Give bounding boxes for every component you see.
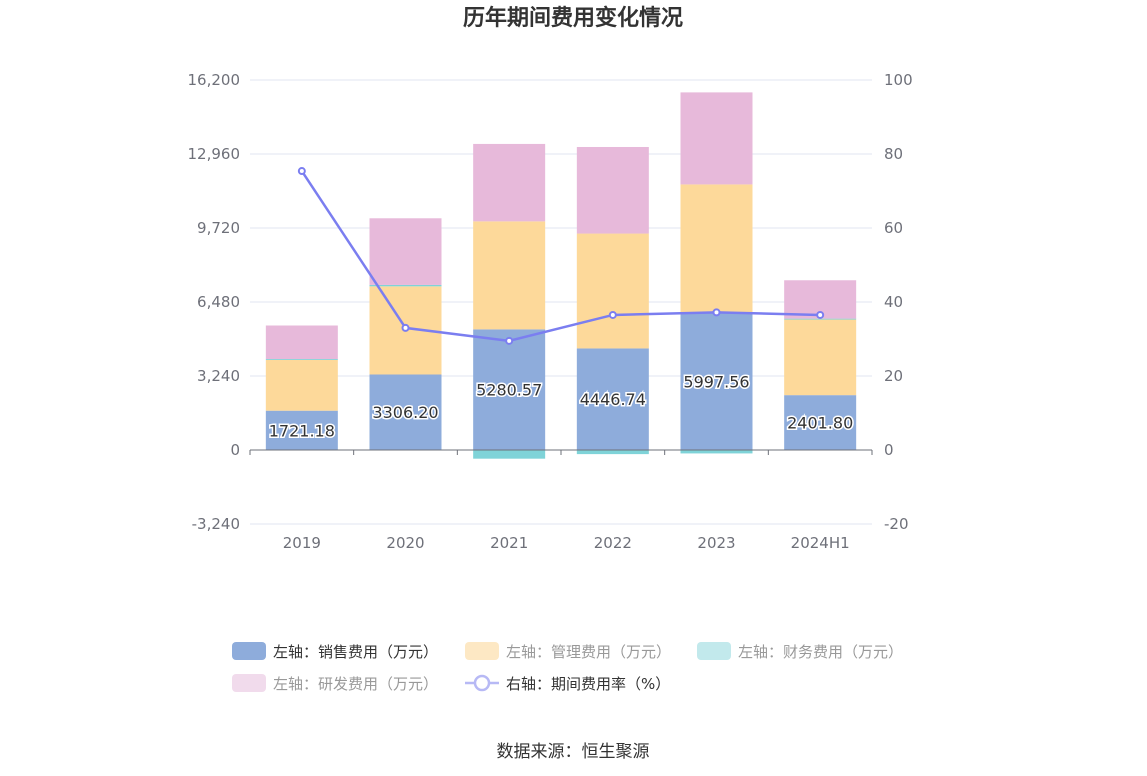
bar-1-2022[interactable] <box>576 233 649 349</box>
rate-point-2024H1[interactable] <box>816 310 825 319</box>
data-label: 5997.56 <box>683 373 749 392</box>
y-right-tick-label: 60 <box>884 219 903 237</box>
x-tick-label: 2019 <box>283 534 321 552</box>
legend-swatch <box>232 642 266 660</box>
data-source-note: 数据来源：恒生聚源 <box>497 742 650 762</box>
legend-item-2[interactable]: 左轴：财务费用（万元） <box>697 642 903 661</box>
data-label: 2401.80 <box>787 414 853 433</box>
bar-3-2020[interactable] <box>369 218 442 285</box>
legend-swatch <box>232 674 266 692</box>
bar-0-2022[interactable] <box>576 348 649 450</box>
bar-3-2022[interactable] <box>576 146 649 234</box>
bar-0-2023[interactable] <box>680 313 753 450</box>
legend-marker <box>473 674 491 692</box>
bars <box>265 92 857 459</box>
bar-1-2019[interactable] <box>265 359 338 411</box>
chart-title: 历年期间费用变化情况 <box>463 5 683 31</box>
bar-2-2024H1[interactable] <box>784 318 857 320</box>
legend-item-4[interactable]: 右轴：期间费用率（%） <box>465 674 670 693</box>
bar-labels: 1721.18 3306.20 5280.57 4446.74 5997.56 2401.… <box>267 371 855 442</box>
y-left-tick-label: 6,480 <box>197 293 240 311</box>
x-tick-label: 2020 <box>386 534 424 552</box>
y-left-tick-label: 16,200 <box>188 71 241 89</box>
legend-item-1[interactable]: 左轴：管理费用（万元） <box>465 642 671 661</box>
rate-line <box>300 170 821 343</box>
legend-label: 左轴：财务费用（万元） <box>738 643 903 661</box>
bar-1-2021[interactable] <box>473 221 546 330</box>
legend-swatch <box>697 642 731 660</box>
y-right-tick-label: 100 <box>884 71 913 89</box>
data-label: 5280.57 <box>476 381 542 400</box>
legend-label: 左轴：销售费用（万元） <box>273 643 438 661</box>
bar-2-2021[interactable] <box>473 450 546 459</box>
bar-2-2019[interactable] <box>265 359 338 360</box>
axes: -3,240 -20 0 0 3,240 20 6,480 40 9,720 60 12,960 80… <box>188 71 913 552</box>
legend-label: 左轴：管理费用（万元） <box>506 643 671 661</box>
rate-point-2020[interactable] <box>401 323 410 332</box>
data-label: 4446.74 <box>580 390 646 409</box>
y-left-tick-label: 9,720 <box>197 219 240 237</box>
legend: 左轴：销售费用（万元） 左轴：管理费用（万元） 左轴：财务费用（万元） 左轴：研发费用… <box>232 642 903 693</box>
bar-3-2019[interactable] <box>265 325 338 360</box>
bar-0-2024H1[interactable] <box>784 395 857 450</box>
rate-point-2023[interactable] <box>712 308 721 317</box>
legend-item-3[interactable]: 左轴：研发费用（万元） <box>232 674 438 693</box>
y-right-tick-label: 20 <box>884 367 903 385</box>
bar-0-2019[interactable] <box>265 410 338 450</box>
rate-line-series <box>297 167 825 345</box>
bar-3-2021[interactable] <box>473 143 546 222</box>
y-right-tick-label: 0 <box>884 441 894 459</box>
bar-1-2023[interactable] <box>680 184 753 314</box>
bar-2-2023[interactable] <box>680 450 753 454</box>
rate-point-2021[interactable] <box>505 336 514 345</box>
y-left-tick-label: -3,240 <box>192 515 240 533</box>
x-tick-label: 2022 <box>594 534 632 552</box>
y-right-tick-label: 80 <box>884 145 903 163</box>
bar-2-2020[interactable] <box>369 284 442 287</box>
bar-3-2023[interactable] <box>680 92 753 185</box>
bar-1-2024H1[interactable] <box>784 319 857 396</box>
y-left-tick-label: 12,960 <box>188 145 241 163</box>
y-left-tick-label: 0 <box>230 441 240 459</box>
x-tick-label: 2024H1 <box>791 534 850 552</box>
legend-label: 左轴：研发费用（万元） <box>273 675 438 693</box>
bar-0-2021[interactable] <box>473 329 546 450</box>
y-left-tick-label: 3,240 <box>197 367 240 385</box>
bar-0-2020[interactable] <box>369 374 442 450</box>
y-right-tick-label: 40 <box>884 293 903 311</box>
data-label: 1721.18 <box>269 421 335 440</box>
gridlines <box>250 79 872 525</box>
x-tick-label: 2023 <box>697 534 735 552</box>
data-label: 3306.20 <box>372 403 438 422</box>
y-right-tick-label: -20 <box>884 515 909 533</box>
legend-item-0[interactable]: 左轴：销售费用（万元） <box>232 642 438 661</box>
legend-label: 右轴：期间费用率（%） <box>506 675 670 693</box>
rate-point-2022[interactable] <box>608 310 617 319</box>
rate-point-2019[interactable] <box>297 167 306 176</box>
x-tick-label: 2021 <box>490 534 528 552</box>
legend-swatch <box>465 642 499 660</box>
bar-2-2022[interactable] <box>576 450 649 455</box>
